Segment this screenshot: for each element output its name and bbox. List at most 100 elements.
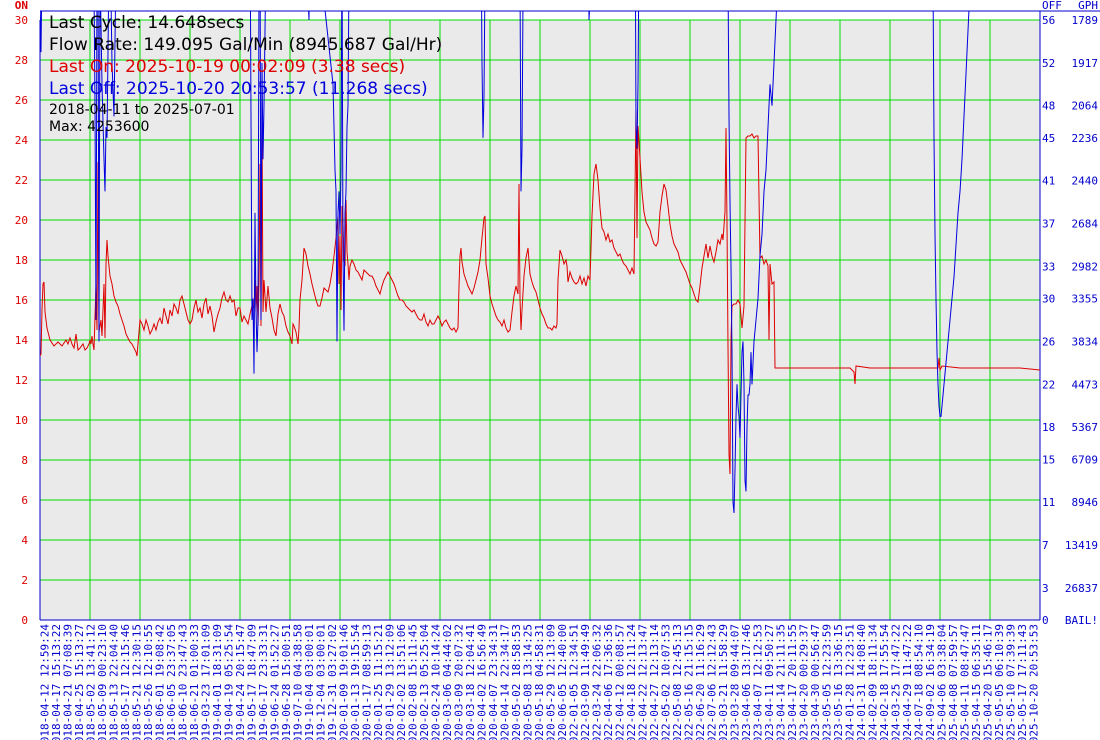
x-tick-label: 2022-05-02 10:07:53 [659,624,672,740]
gph-tick-label: 2684 [1072,218,1099,231]
x-tick-label: 2018-04-25 15:13:27 [73,624,86,740]
gph-tick-label: BAIL! [1065,614,1098,627]
gph-tick-label: 2064 [1072,100,1099,113]
left-tick-label: 4 [21,534,28,547]
x-tick-label: 2023-04-11 09:50:27 [763,624,776,740]
x-tick-label: 2022-05-16 21:15:15 [682,624,695,740]
gph-tick-label: 26837 [1065,582,1098,595]
x-tick-label: 2022-04-22 12:13:47 [636,624,649,740]
last-on-text: Last On: 2025-10-19 00:02:09 (3.38 secs) [49,57,406,77]
x-tick-label: 2020-01-09 19:01:46 [338,624,351,740]
right-tick-label: 0 [1042,614,1049,627]
x-tick-label: 2024-04-29 11:47:22 [901,624,914,740]
gph-tick-label: 3355 [1072,293,1099,306]
left-tick-label: 20 [15,214,28,227]
x-tick-label: 2025-04-08 07:59:57 [947,624,960,740]
x-tick-label: 2020-01-25 11:15:21 [372,624,385,740]
left-tick-label: 18 [15,254,28,267]
x-tick-label: 2020-02-02 13:51:06 [395,624,408,740]
gph-tick-label: 2440 [1072,175,1099,188]
x-tick-label: 2019-04-24 20:15:47 [234,624,247,740]
left-tick-label: 30 [15,14,28,27]
x-tick-label: 2018-05-17 12:15:46 [119,624,132,740]
x-tick-label: 2018-04-12 12:59:24 [39,624,52,740]
gph-tick-label: 2982 [1072,260,1099,273]
x-tick-label: 2019-12-31 03:27:02 [326,624,339,740]
x-tick-label: 2018-05-09 00:23:10 [96,624,109,740]
x-tick-label: 2018-06-21 01:00:33 [188,624,201,740]
x-tick-label: 2018-05-26 12:10:55 [142,624,155,740]
x-tick-label: 2023-05-16 13:36:15 [832,624,845,740]
x-tick-label: 2019-04-01 18:31:09 [211,624,224,740]
x-tick-label: 2023-04-06 13:17:46 [740,624,753,740]
x-tick-label: 2024-09-02 16:34:19 [924,624,937,740]
x-tick-label: 2024-07-18 08:54:10 [912,624,925,740]
max-text: Max: 4253600 [49,119,150,135]
date-range-text: 2018-04-11 to 2025-07-01 [49,102,235,118]
left-tick-label: 10 [15,414,28,427]
x-tick-label: 2019-06-17 23:33:31 [257,624,270,740]
x-tick-label: 2023-04-07 12:12:53 [751,624,764,740]
x-tick-label: 2023-04-17 20:11:55 [786,624,799,740]
x-tick-label: 2023-03-21 11:58:29 [717,624,730,740]
x-tick-label: 2022-06-20 11:16:29 [694,624,707,740]
x-tick-label: 2020-03-09 20:07:32 [453,624,466,740]
gph-tick-label: 8946 [1072,496,1099,509]
left-tick-label: 22 [15,174,28,187]
right-tick-label: 37 [1042,218,1055,231]
gph-tick-label: 6709 [1072,453,1099,466]
x-tick-label: 2019-03-23 17:01:09 [200,624,213,740]
x-tick-label: 2020-04-07 23:34:31 [487,624,500,740]
x-tick-label: 2023-04-30 00:56:47 [809,624,822,740]
x-tick-label: 2020-02-24 10:14:24 [430,624,443,740]
left-tick-label: 0 [21,614,28,627]
x-tick-label: 2018-04-17 15:13:22 [50,624,63,740]
x-tick-label: 2024-02-09 18:11:34 [866,624,879,740]
right-tick-label: 11 [1042,496,1055,509]
x-tick-label: 2020-04-02 16:56:49 [476,624,489,740]
x-tick-label: 2025-10-20 20:53:53 [1027,624,1040,740]
left-tick-label: 16 [15,294,28,307]
x-tick-label: 2020-05-29 12:13:09 [544,624,557,740]
left-tick-label: 2 [21,574,28,587]
x-tick-label: 2020-01-17 08:59:13 [361,624,374,740]
x-tick-label: 2019-07-10 04:38:58 [292,624,305,740]
x-tick-label: 2023-03-28 09:44:07 [728,624,741,740]
x-tick-label: 2022-03-09 11:49:49 [579,624,592,740]
x-tick-label: 2020-04-14 22:34:17 [499,624,512,740]
x-tick-label: 2018-05-02 13:41:12 [85,624,98,740]
x-tick-label: 2022-03-24 22:06:32 [590,624,603,740]
right-axis-off-header: OFF [1042,0,1062,12]
x-tick-label: 2025-05-17 17:11:43 [1016,624,1029,740]
x-tick-label: 2019-06-28 15:00:51 [280,624,293,740]
right-tick-label: 15 [1042,453,1055,466]
x-tick-label: 2025-04-20 15:46:17 [981,624,994,740]
x-tick-label: 2020-05-18 04:58:31 [533,624,546,740]
x-tick-label: 2025-04-15 06:35:11 [970,624,983,740]
left-tick-label: 24 [15,134,29,147]
x-tick-label: 2022-04-27 12:13:14 [648,624,661,740]
x-tick-label: 2025-04-06 03:38:04 [935,624,948,740]
x-tick-label: 2018-06-10 23:47:43 [177,624,190,740]
left-tick-label: 12 [15,374,28,387]
gph-tick-label: 4473 [1072,378,1099,391]
x-tick-label: 2020-05-08 13:14:25 [522,624,535,740]
x-tick-label: 2022-07-06 12:12:43 [705,624,718,740]
series-group [40,11,1040,513]
gph-tick-label: 5367 [1072,421,1099,434]
left-tick-label: 28 [15,54,28,67]
x-tick-label: 2019-12-04 03:00:01 [315,624,328,740]
flow-rate-text: Flow Rate: 149.095 Gal/Min (8945.687 Gal… [49,35,443,55]
left-tick-label: 8 [21,454,28,467]
x-tick-label: 2020-01-13 19:15:54 [349,624,362,740]
x-tick-label: 2019-04-19 05:25:54 [223,624,236,740]
right-tick-label: 18 [1042,421,1055,434]
x-tick-label: 2020-02-13 05:25:04 [418,624,431,740]
right-tick-label: 3 [1042,582,1049,595]
x-tick-label: 2019-10-04 03:00:01 [303,624,316,740]
x-tick-label: 2020-05-02 18:58:53 [510,624,523,740]
x-tick-label: 2025-04-11 08:47:47 [958,624,971,740]
x-tick-label: 2018-05-21 12:30:15 [131,624,144,740]
